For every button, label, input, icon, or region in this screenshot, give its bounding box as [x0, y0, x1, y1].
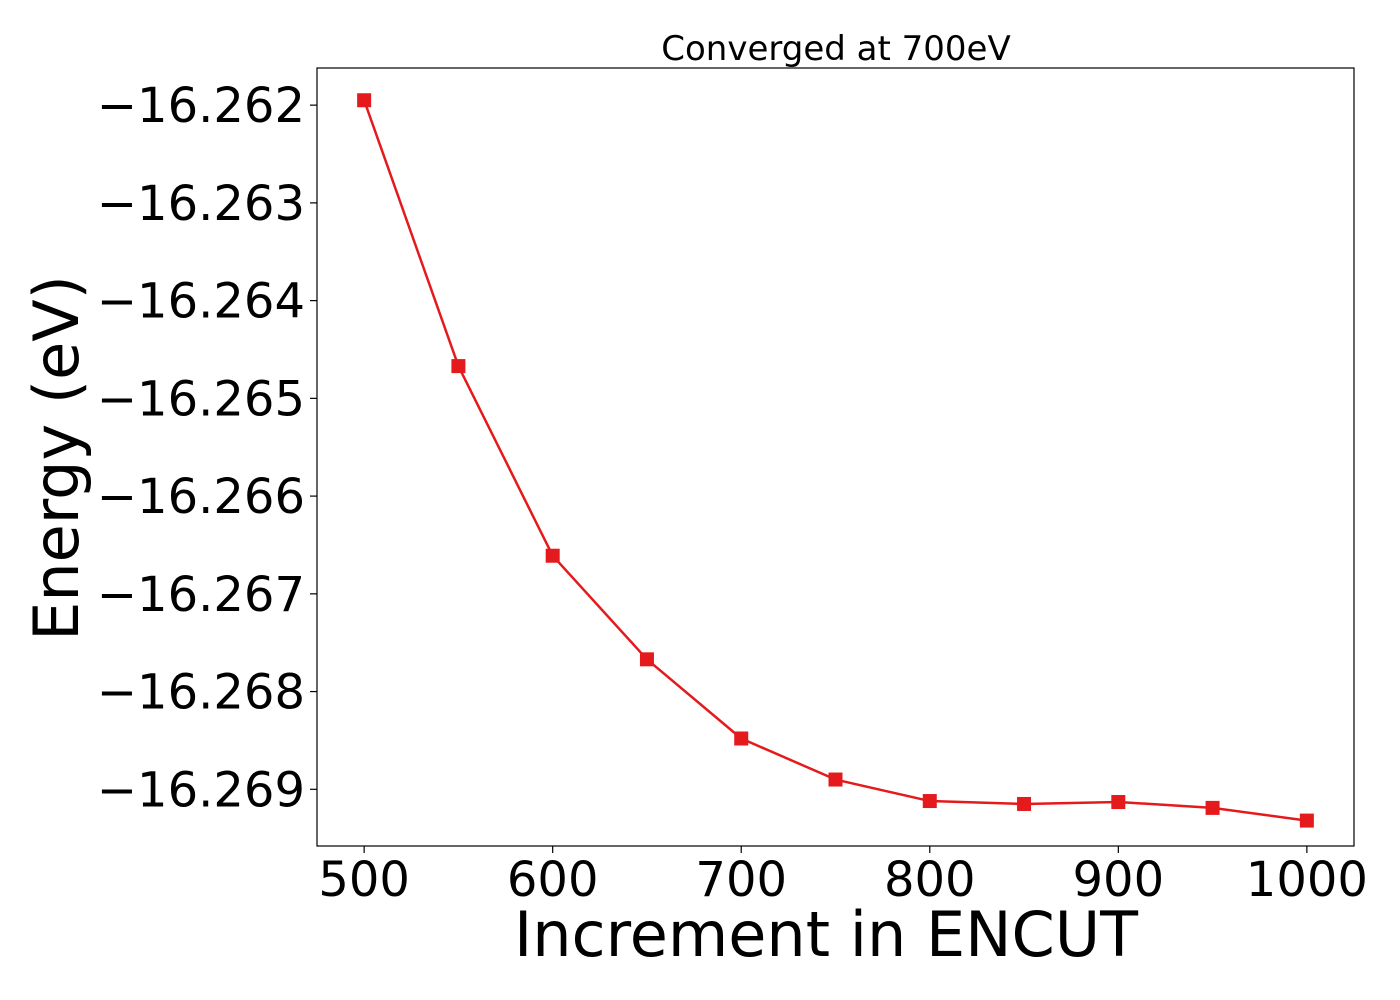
- x-tick-label: 900: [1073, 852, 1165, 908]
- data-point: [1017, 796, 1032, 811]
- data-point: [734, 731, 749, 746]
- x-tick-label: 800: [884, 852, 976, 908]
- x-tick-label: 600: [507, 852, 599, 908]
- data-point: [1299, 813, 1314, 828]
- y-tick-label: −16.262: [97, 78, 305, 134]
- y-tick-label: −16.267: [97, 567, 305, 623]
- data-point: [545, 548, 560, 563]
- series-layer: [357, 93, 1314, 828]
- x-tick-label: 700: [695, 852, 787, 908]
- y-tick-label: −16.266: [97, 469, 305, 525]
- data-point: [922, 794, 937, 809]
- x-axis-ticks: 500 600 700 800 900 1000: [318, 846, 1368, 908]
- y-tick-label: −16.268: [97, 665, 305, 721]
- x-tick-label: 1000: [1246, 852, 1368, 908]
- data-point: [1205, 800, 1220, 815]
- plot-frame: [316, 67, 1355, 847]
- data-point: [451, 359, 466, 374]
- y-tick-label: −16.264: [97, 274, 305, 330]
- data-point: [828, 772, 843, 787]
- data-point: [357, 93, 372, 108]
- y-axis-label: Energy (eV): [20, 275, 93, 641]
- x-tick-label: 500: [318, 852, 410, 908]
- y-axis-ticks: −16.262 −16.263 −16.264 −16.265 −16.266 −16.2…: [97, 78, 317, 818]
- chart-title: Converged at 700eV: [661, 29, 1010, 69]
- y-tick-label: −16.265: [97, 371, 305, 427]
- data-point: [1111, 795, 1126, 810]
- x-axis-label: Increment in ENCUT: [514, 898, 1139, 971]
- y-tick-label: −16.263: [97, 176, 305, 232]
- y-tick-label: −16.269: [97, 762, 305, 818]
- plot-area: 500 600 700 800 900 1000 −16.262−16.263−16.26…: [97, 67, 1368, 908]
- data-point: [639, 652, 654, 667]
